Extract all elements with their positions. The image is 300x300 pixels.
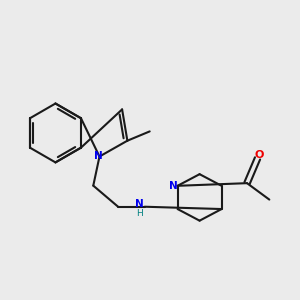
Text: O: O (254, 150, 264, 160)
Text: N: N (169, 181, 178, 191)
Text: H: H (136, 209, 142, 218)
Text: N: N (135, 199, 143, 209)
Text: N: N (94, 151, 102, 161)
